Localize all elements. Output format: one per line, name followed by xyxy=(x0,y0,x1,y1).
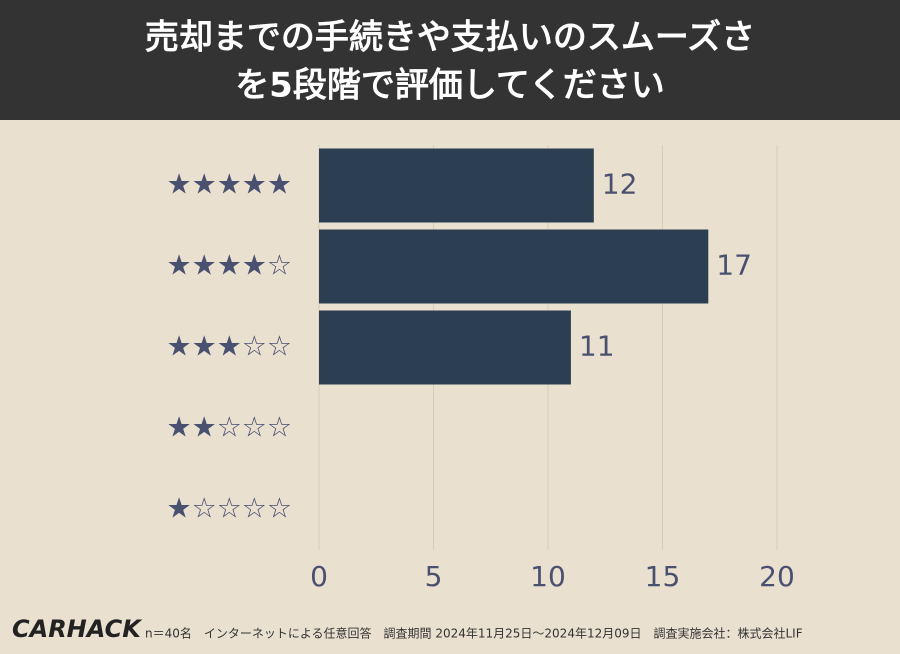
chart-title: を5段階で評価してください xyxy=(235,66,665,106)
footnote: n＝40名 インターネットによる任意回答 調査期間 2024年11月25日〜20… xyxy=(145,626,803,641)
y-tick-label: ★★★★★ xyxy=(166,168,292,201)
logo: CARHACK xyxy=(12,615,143,643)
x-tick-label: 20 xyxy=(759,560,795,593)
y-tick-label: ★★★☆☆ xyxy=(166,330,292,363)
header xyxy=(0,0,900,120)
y-tick-label: ★★☆☆☆ xyxy=(166,411,292,444)
x-tick-label: 5 xyxy=(425,560,443,593)
x-tick-label: 0 xyxy=(310,560,328,593)
value-label: 12 xyxy=(602,168,638,201)
bar xyxy=(319,310,571,385)
bar xyxy=(319,148,594,223)
y-tick-label: ★☆☆☆☆ xyxy=(166,492,292,525)
value-label: 17 xyxy=(716,249,752,282)
value-label: 11 xyxy=(579,330,615,363)
x-tick-label: 10 xyxy=(530,560,566,593)
x-tick-label: 15 xyxy=(645,560,681,593)
chart-title: 売却までの手続きや支払いのスムーズさ xyxy=(145,18,755,58)
bar xyxy=(319,229,709,304)
y-tick-label: ★★★★☆ xyxy=(166,249,292,282)
